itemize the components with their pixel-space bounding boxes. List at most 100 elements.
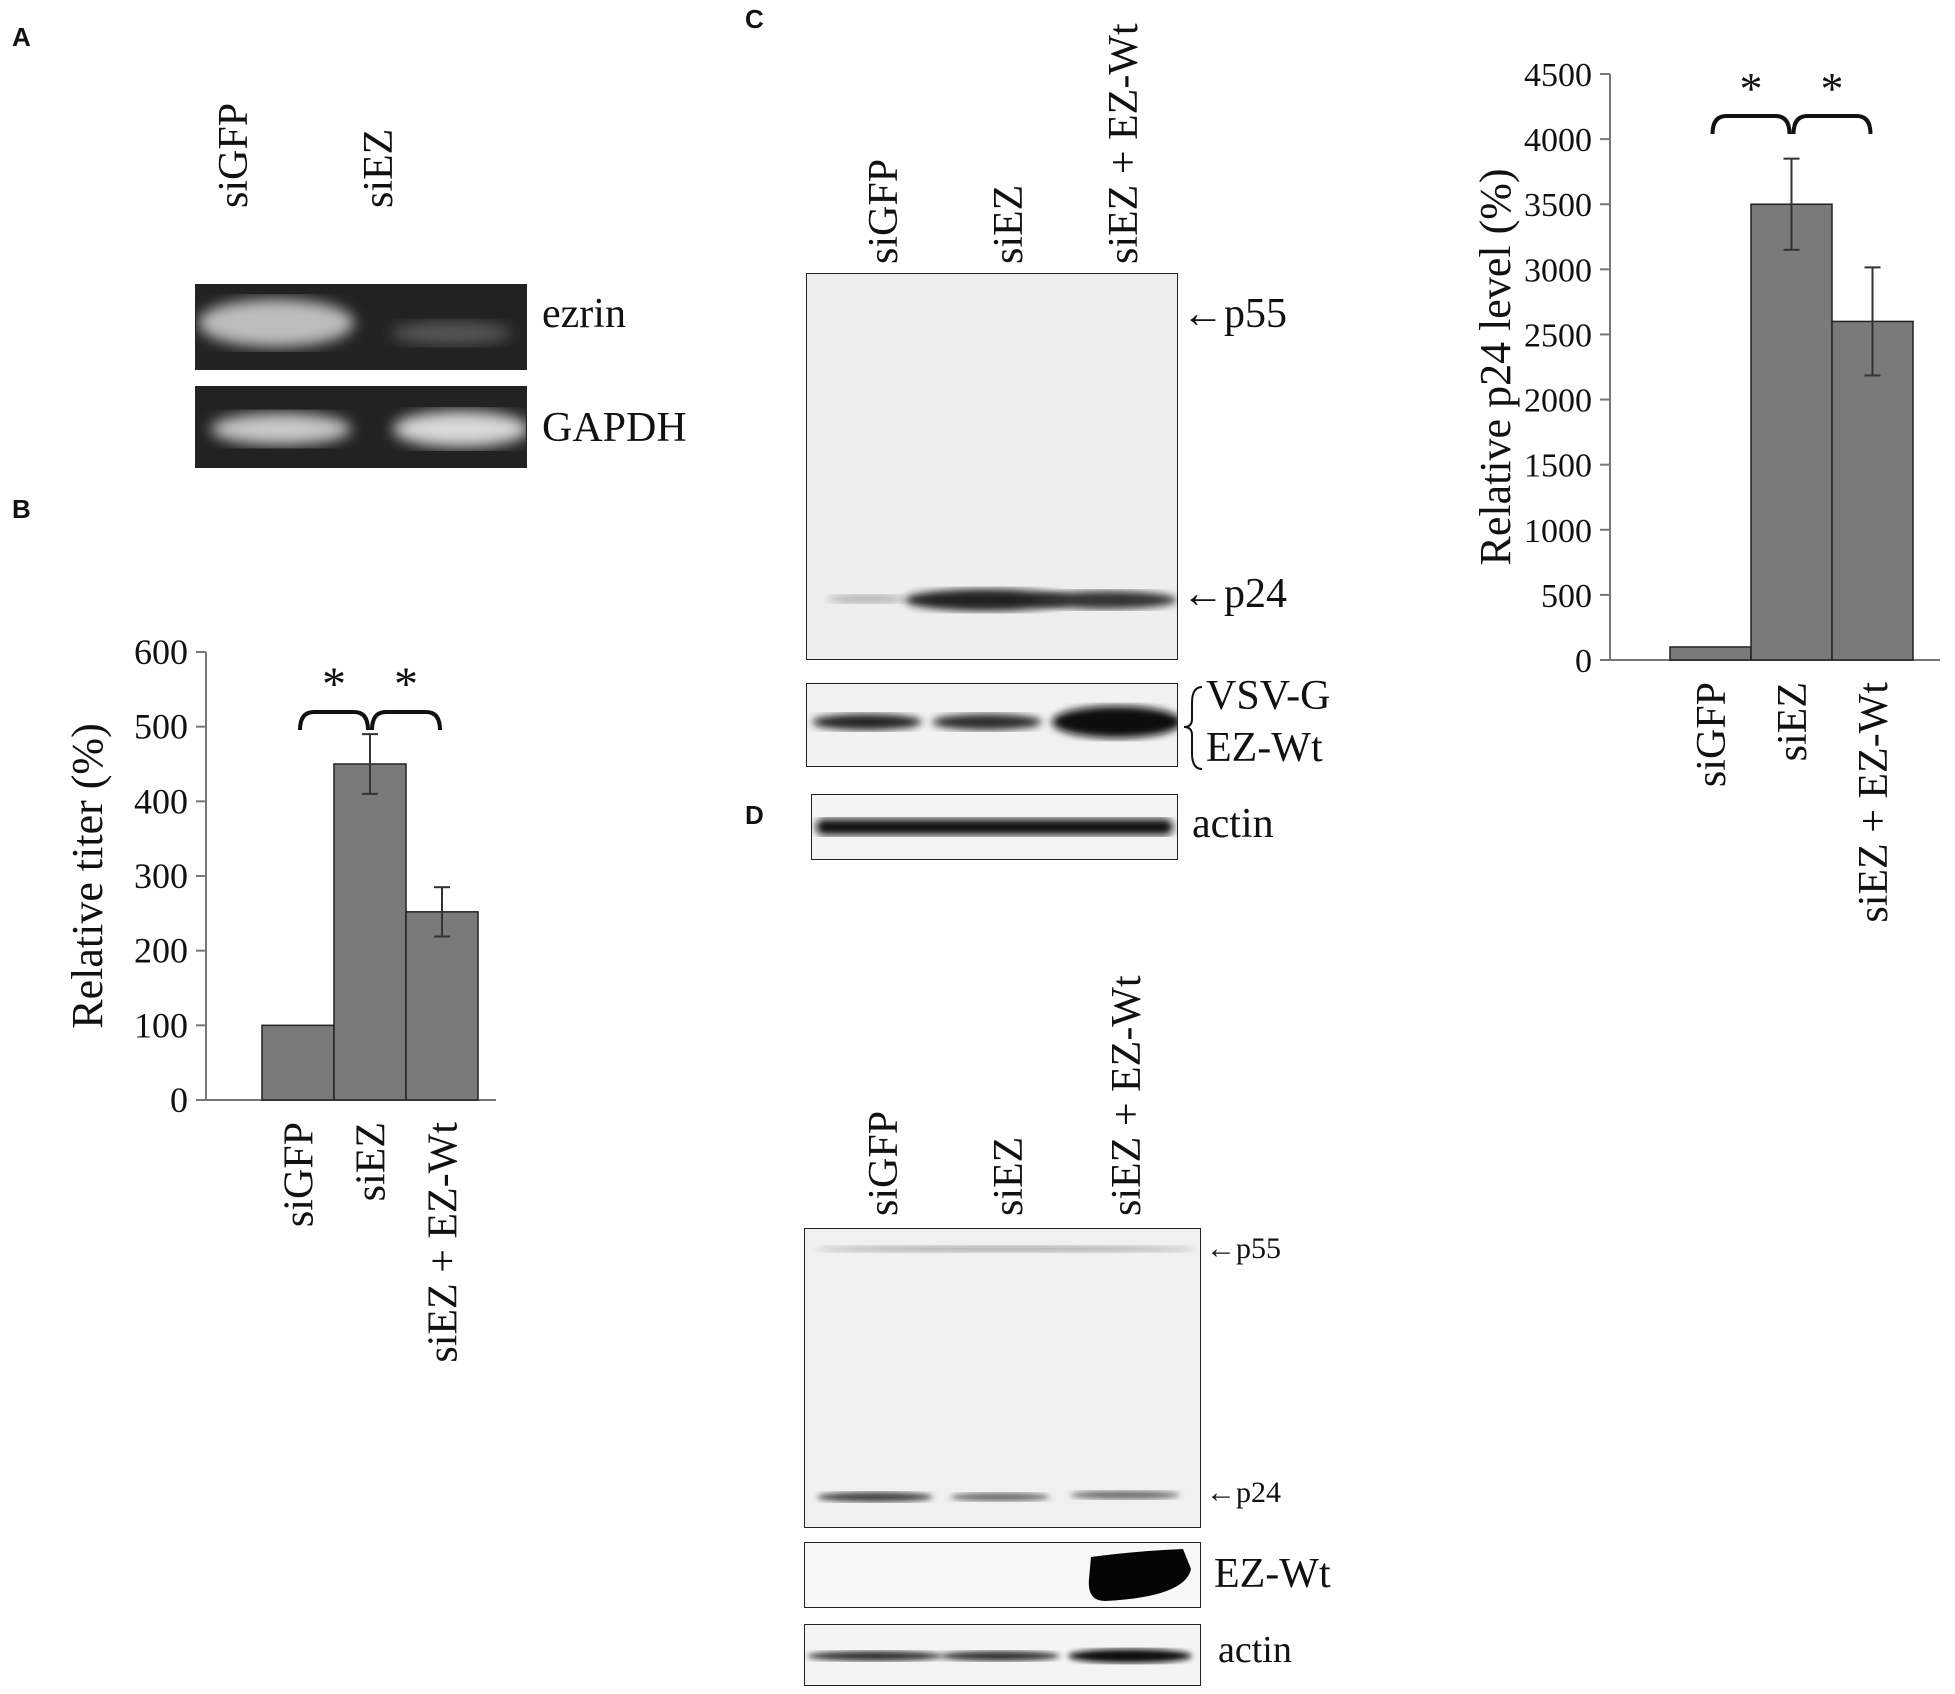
c-p24-band-siez (905, 589, 1069, 611)
c-lane-label-siez-ezwt: siEZ + EZ-Wt (1101, 23, 1147, 264)
c-vsvg-band-sigfp (812, 714, 922, 730)
significance-bracket-1 (370, 710, 442, 731)
d-blot-ezwt (804, 1542, 1201, 1608)
y-tick-label: 1000 (1524, 513, 1592, 550)
y-tick-label: 3000 (1524, 252, 1592, 289)
d-blot-gag (804, 1228, 1201, 1528)
d-actin-band-siez-ezwt (1068, 1649, 1192, 1663)
d-p24-band-sigfp (817, 1492, 933, 1502)
c-band-label-ezwt: EZ-Wt (1206, 725, 1323, 771)
y-tick-label: 300 (134, 856, 188, 896)
gapdh-band-sigfp (211, 413, 351, 445)
significance-star-1: * (1821, 63, 1844, 114)
c-band-label-vsvg: VSV-G (1206, 673, 1331, 719)
band-label-ezrin: ezrin (542, 291, 626, 337)
c-actin-band (816, 819, 1173, 835)
c-blot-gag (806, 273, 1178, 660)
gel-ezrin (195, 284, 527, 370)
y-tick-label: 0 (1575, 643, 1592, 680)
d-blot-actin-bands (807, 1649, 1192, 1663)
x-category-label-2: siEZ + EZ-Wt (1851, 682, 1897, 923)
chart-c: 0 500 1000 1500 2000 2500 3000 3500 4000 4500 Rela… (1471, 60, 1940, 923)
x-category-label-0: siGFP (1689, 682, 1735, 787)
c-blot-vsvg-bands (812, 706, 1182, 738)
c-marker-p24-text: p24 (1224, 571, 1287, 617)
c-marker-p55-text: p55 (1224, 291, 1287, 337)
d-p55-band (815, 1246, 1195, 1252)
y-tick-label: 100 (134, 1005, 188, 1045)
y-tick-label: 4500 (1524, 60, 1592, 94)
bar-1 (1750, 203, 1833, 661)
y-tick-label: 4000 (1524, 122, 1592, 159)
d-blot-gag-bands (815, 1246, 1195, 1502)
ezrin-band-sigfp (198, 299, 354, 347)
c-lane-label-sigfp: siGFP (861, 158, 907, 264)
c-bracket-icon (1183, 686, 1203, 770)
d-lane-label-siez-ezwt: siEZ + EZ-Wt (1104, 975, 1150, 1216)
d-actin-band-siez (940, 1651, 1060, 1661)
y-tick-label: 3500 (1524, 187, 1592, 224)
c-p24-band-sigfp (827, 595, 907, 603)
y-tick-label: 500 (1541, 578, 1592, 615)
y-tick-label: 2500 (1524, 317, 1592, 354)
y-tick-label: 600 (134, 632, 188, 672)
bar-0 (261, 1024, 335, 1101)
d-marker-p24-text: p24 (1236, 1476, 1281, 1509)
y-tick-label: 2000 (1524, 383, 1592, 420)
gapdh-band-siez (393, 411, 529, 447)
d-band-label-ezwt: EZ-Wt (1214, 1551, 1331, 1597)
c-marker-p55: ←p55 (1182, 291, 1287, 337)
d-marker-p24: ←p24 (1206, 1476, 1281, 1509)
d-marker-p55: ←p55 (1206, 1232, 1281, 1265)
significance-bracket-0 (298, 710, 370, 731)
y-tick-label: 1500 (1524, 448, 1592, 485)
gel-gapdh (195, 386, 529, 468)
significance-bracket-0 (1710, 114, 1792, 135)
ezrin-band-siez (391, 321, 511, 345)
y-axis-label: Relative p24 level (%) (1471, 168, 1520, 565)
c-vsvg-band-siez-ezwt (1052, 706, 1182, 738)
d-ezwt-band-siez-ezwt (1088, 1549, 1191, 1601)
x-category-label-2: siEZ + EZ-Wt (421, 1122, 467, 1363)
band-label-gapdh: GAPDH (542, 405, 687, 451)
c-blot-vsvg (806, 683, 1182, 767)
y-axis-label: Relative titer (%) (63, 723, 112, 1028)
d-actin-band-sigfp (807, 1651, 943, 1661)
significance-star-0: * (1740, 63, 1763, 114)
significance-star-0: * (322, 658, 346, 711)
gel-ezrin-bands (198, 299, 511, 347)
c-blot-actin (811, 794, 1178, 860)
lane-label-sigfp: siGFP (211, 102, 257, 208)
panel-letter-a: A (12, 22, 31, 52)
d-lane-label-sigfp: siGFP (861, 1110, 907, 1216)
x-category-label-1: siEZ (349, 1122, 395, 1201)
d-p24-band-siez-ezwt (1070, 1491, 1180, 1499)
gel-gapdh-bands (211, 411, 529, 447)
c-blot-gag-bands (827, 589, 1177, 611)
bar-2 (405, 911, 479, 1101)
d-band-label-actin: actin (1218, 1629, 1292, 1671)
y-tick-label: 500 (134, 707, 188, 747)
c-band-label-actin: actin (1192, 801, 1274, 847)
panel-letter-d: D (745, 800, 764, 830)
d-lane-label-siez: siEZ (986, 1136, 1032, 1216)
y-tick-label: 400 (134, 781, 188, 821)
d-marker-p55-text: p55 (1236, 1232, 1281, 1265)
c-blot-actin-bands (816, 819, 1173, 835)
significance-star-1: * (394, 658, 418, 711)
y-tick-label: 200 (134, 931, 188, 971)
panel-letter-b: B (12, 494, 31, 524)
panel-letter-c: C (745, 4, 764, 34)
lane-label-siez: siEZ (356, 128, 402, 208)
c-p24-band-siez-ezwt (1037, 591, 1177, 609)
x-category-label-1: siEZ (1770, 682, 1816, 761)
significance-bracket-1 (1791, 114, 1873, 135)
c-vsvg-band-siez (932, 714, 1042, 730)
bar-1 (333, 763, 407, 1101)
d-p24-band-siez (950, 1493, 1050, 1501)
x-category-label-0: siGFP (277, 1122, 323, 1227)
chart-b: 0 100 200 300 400 500 600 Relative titer (%) siG… (63, 632, 496, 1363)
bar-0 (1669, 646, 1752, 661)
d-blot-ezwt-bands (1088, 1549, 1191, 1601)
c-marker-p24: ←p24 (1182, 571, 1287, 617)
